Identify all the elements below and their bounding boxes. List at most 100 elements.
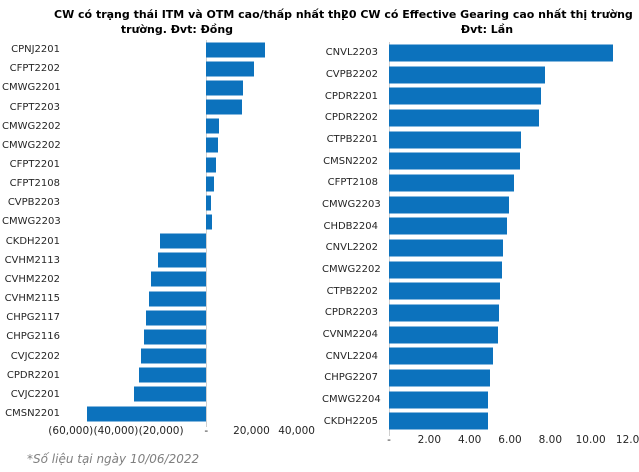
right-chart: 20 CW có Effective Gearing cao nhất thị …: [322, 4, 639, 448]
chart-row: CPDR2202: [322, 107, 636, 129]
plot-cell: [64, 270, 300, 289]
bar: [159, 233, 207, 249]
plot-cell: [64, 155, 300, 174]
category-label: CMWG2203: [2, 216, 61, 228]
category-label: CNVL2203: [325, 47, 378, 59]
plot-cell: [64, 78, 300, 97]
bar: [134, 386, 207, 402]
chart-row: CHPG2207: [322, 367, 636, 389]
bar: [86, 406, 207, 422]
plot-cell: [64, 193, 300, 212]
category-label: CNVL2202: [325, 242, 378, 254]
plot-cell: [64, 308, 300, 327]
axis-tick-label: 10.00: [575, 434, 606, 446]
plot-cell: [384, 150, 636, 172]
plot-cell: [64, 59, 300, 78]
plot-cell: [384, 367, 636, 389]
category-label: CPDR2201: [324, 90, 378, 102]
category-label: CHPG2207: [324, 372, 378, 384]
axis-tick-label: 8.00: [538, 434, 563, 446]
category-label: CVNM2204: [322, 329, 378, 341]
plot-cell: [384, 172, 636, 194]
chart-row: CHPG2116: [2, 327, 300, 346]
plot-cell: [64, 289, 300, 308]
category-label: CFPT2108: [9, 178, 60, 190]
plot-cell: [64, 117, 300, 136]
chart-row: CMSN2201: [2, 404, 300, 423]
bar: [389, 66, 546, 83]
category-label: CMWG2202: [2, 139, 61, 151]
bar: [206, 176, 214, 192]
category-label: CFPT2108: [327, 177, 378, 189]
chart-row: CVJC2201: [2, 385, 300, 404]
plot-cell: [384, 259, 636, 281]
chart-row: CHPG2117: [2, 308, 300, 327]
bar: [389, 326, 498, 344]
chart-row: CMWG2202: [2, 136, 300, 155]
category-label: CHPG2117: [6, 312, 60, 324]
chart-row: CVHM2115: [2, 289, 300, 308]
category-label: CVHM2202: [4, 273, 60, 285]
bar: [157, 252, 207, 268]
chart-row: CFPT2202: [2, 59, 300, 78]
chart-row: CTPB2201: [322, 129, 636, 151]
plot-cell: [384, 345, 636, 367]
category-label: CVJC2201: [10, 388, 60, 400]
bar: [148, 291, 207, 307]
category-label: CMWG2204: [322, 394, 381, 406]
bar: [146, 310, 207, 326]
left-chart-title-line2: trường. Đvt: Đồng: [120, 23, 234, 36]
bar: [389, 44, 613, 62]
bar: [389, 304, 499, 322]
category-label: CFPT2203: [9, 101, 60, 113]
category-label: CVPB2202: [325, 69, 378, 80]
category-label: CPDR2201: [6, 369, 60, 381]
plot-cell: [64, 212, 300, 231]
plot-cell: [384, 410, 636, 432]
plot-cell: [384, 389, 636, 411]
chart-row: CKDH2201: [2, 232, 300, 251]
chart-row: CNVL2204: [322, 345, 636, 367]
category-label: CHDB2204: [323, 220, 378, 232]
plot-cell: [384, 42, 636, 64]
chart-row: CVHM2113: [2, 251, 300, 270]
bar: [144, 329, 207, 345]
category-label: CFPT2202: [9, 63, 60, 75]
chart-row: CFPT2108: [2, 174, 300, 193]
axis-tick-label: (20,000): [138, 425, 184, 437]
bar: [389, 369, 490, 387]
right-chart-plot-area: CNVL2203 CVPB2202 CPDR2201 CPDR2202 CTPB2201…: [322, 42, 636, 436]
bar: [389, 261, 502, 279]
category-label: CNVL2204: [325, 350, 378, 362]
category-label: CPDR2202: [324, 112, 378, 124]
chart-row: CVNM2204: [322, 324, 636, 346]
plot-cell: [384, 237, 636, 259]
plot-cell: [384, 280, 636, 302]
bar: [389, 131, 522, 149]
axis-tick-label: (40,000): [93, 425, 139, 437]
axis-tick-label: 40,000: [278, 425, 315, 437]
bar: [389, 174, 515, 192]
plot-cell: [64, 347, 300, 366]
plot-cell: [64, 174, 300, 193]
category-label: CPDR2203: [324, 307, 378, 319]
axis-tick-label: 20,000: [233, 425, 270, 437]
category-label: CFPT2201: [9, 159, 60, 171]
plot-cell: [384, 324, 636, 346]
chart-row: CPDR2201: [2, 366, 300, 385]
category-label: CVHM2115: [4, 293, 60, 305]
bar: [140, 348, 207, 364]
axis-tick-label: -: [387, 434, 391, 446]
category-label: CMWG2201: [2, 82, 61, 94]
bar: [389, 412, 488, 430]
chart-row: CMWG2202: [2, 117, 300, 136]
plot-cell: [64, 97, 300, 116]
left-chart-title-line1: CW có trạng thái ITM và OTM cao/thấp nhấ…: [54, 8, 345, 21]
plot-cell: [64, 232, 300, 251]
category-label: CVJC2202: [10, 350, 60, 362]
plot-cell: [64, 136, 300, 155]
chart-row: CKDH2205: [322, 410, 636, 432]
category-label: CPNJ2201: [11, 44, 60, 56]
right-chart-title-line1: 20 CW có Effective Gearing cao nhất thị …: [341, 8, 633, 21]
